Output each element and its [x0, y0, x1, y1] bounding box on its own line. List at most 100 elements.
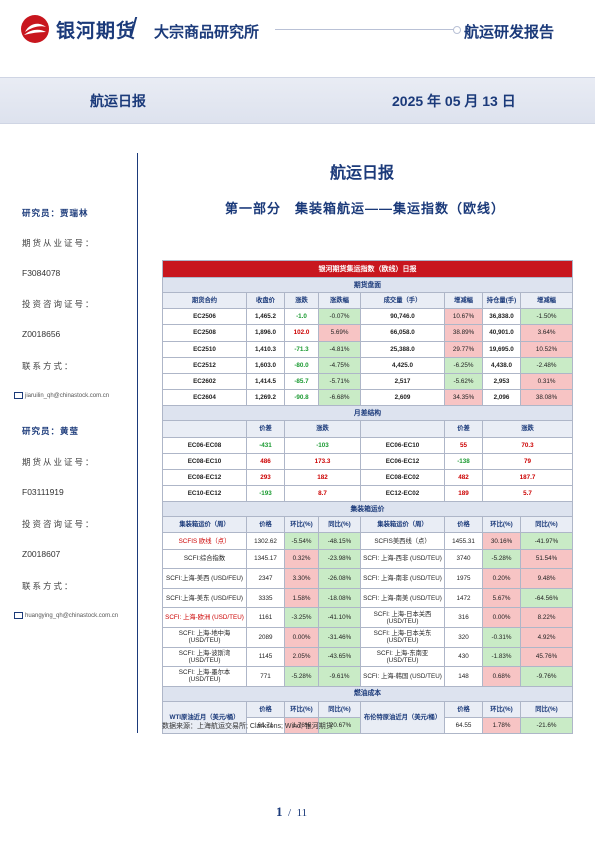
section-row: 燃油成本 — [162, 685, 573, 702]
table-cell: 0.32% — [284, 548, 319, 570]
table-cell: 173.3 — [284, 452, 361, 470]
spread-row: EC08-EC12 293 182 EC08-EC02 482 187.7 — [162, 468, 573, 487]
table-cell: -41.97% — [520, 532, 573, 550]
table-cell: -6.68% — [318, 389, 361, 407]
table-cell: SCFI: 上海-西非 (USD/TEU) — [360, 548, 445, 570]
freight-row: SCFI:上海-美东 (USD/FEU) 3335 1.58% -18.08% SCFI… — [162, 587, 573, 609]
table-cell: SCFI: 上海-日本关西 (USD/TEU) — [360, 607, 445, 628]
section-label: 集装箱运价 — [162, 501, 573, 518]
total-pages: 11 — [296, 807, 308, 819]
analyst2-invest-label: 投资咨询证号： — [22, 519, 96, 529]
table-cell: 34.35% — [444, 389, 483, 407]
table-cell: -1.0 — [284, 308, 319, 326]
table-cell: 1.78% — [284, 716, 319, 735]
header-row: 集装箱运价（周） 价格 环比(%) 同比(%) 集装箱运价（周） 价格 环比(%) 同比(%) — [162, 516, 573, 534]
table-cell: 2,609 — [360, 389, 445, 407]
table-cell: 40,901.0 — [482, 324, 521, 342]
analyst1-name: 研究员：贾瑞林 — [22, 208, 89, 218]
column-header: 价格 — [444, 516, 483, 534]
table-cell: 182 — [284, 468, 361, 487]
freight-row: SCFI: 上海-欧洲 (USD/TEU) 1161 -3.25% -41.10% SC… — [162, 607, 573, 628]
table-cell: SCFI: 上海-墨尔本 (USD/TEU) — [162, 666, 247, 687]
table-cell: -20.67% — [318, 716, 361, 735]
page-number: 1 / 11 — [276, 804, 308, 819]
table-cell: -103 — [284, 436, 361, 454]
table-title-row: 银河期货集运指数（欧线）日报 — [162, 260, 573, 278]
table-cell: 0.31% — [520, 372, 573, 391]
table-cell: 45.76% — [520, 646, 573, 668]
table-cell: EC08-EC02 — [360, 468, 445, 487]
brent-label: 布伦特原油近月（美元/桶） — [360, 700, 445, 735]
futures-row: EC2506 1,465.2 -1.0 -0.07% 90,746.0 10.67% 36,… — [162, 308, 573, 326]
section-row: 期货盘面 — [162, 277, 573, 293]
table-cell: 0.20% — [482, 568, 521, 589]
table-title: 银河期货集运指数（欧线）日报 — [162, 260, 573, 278]
table-cell: -431 — [246, 436, 285, 454]
table-cell: EC2508 — [162, 324, 247, 342]
analyst1-email-row[interactable]: jiaruilin_qh@chinastock.com.cn — [14, 392, 109, 399]
table-cell: 8.22% — [520, 607, 573, 628]
table-cell: 90,746.0 — [360, 308, 445, 326]
table-cell: -18.08% — [318, 587, 361, 609]
table-cell: -64.56% — [520, 587, 573, 609]
table-cell: 148 — [444, 666, 483, 687]
table-cell: 430 — [444, 646, 483, 668]
table-cell: 189 — [444, 485, 483, 503]
table-cell: 70.3 — [482, 436, 573, 454]
analyst2-email-row[interactable]: huangying_qh@chinastock.com.cn — [14, 612, 118, 619]
column-header: 持仓量(手) — [482, 291, 521, 310]
table-cell: 316 — [444, 607, 483, 628]
table-cell: -43.65% — [318, 646, 361, 668]
table-cell: 1455.31 — [444, 532, 483, 550]
table-cell: EC2604 — [162, 389, 247, 407]
blank-header — [360, 420, 445, 438]
spread-row: EC06-EC08 -431 -103 EC06-EC10 55 70.3 — [162, 436, 573, 454]
table-cell: -6.25% — [444, 356, 483, 374]
column-header: 同比(%) — [318, 516, 361, 534]
analyst1-email[interactable]: jiaruilin_qh@chinastock.com.cn — [25, 393, 110, 400]
table-cell: 1.58% — [284, 587, 319, 609]
table-cell: 10.52% — [520, 340, 573, 358]
table-cell: -9.61% — [318, 666, 361, 687]
freight-row: SCFI:上海-美西 (USD/FEU) 2347 3.30% -26.08% SCFI… — [162, 568, 573, 589]
table-cell: -48.15% — [318, 532, 361, 550]
column-header: 同比(%) — [520, 700, 573, 718]
table-cell: 2347 — [246, 568, 285, 589]
table-cell: 2,517 — [360, 372, 445, 391]
table-cell: 2.05% — [284, 646, 319, 668]
table-cell: 4,425.0 — [360, 356, 445, 374]
table-cell: 36,838.0 — [482, 308, 521, 326]
column-header: 价差 — [246, 420, 285, 438]
table-cell: 5.67% — [482, 587, 521, 609]
table-cell: 1,269.2 — [246, 389, 285, 407]
table-cell: EC08-EC12 — [162, 468, 247, 487]
table-cell: EC10-EC12 — [162, 485, 247, 503]
table-cell: 2089 — [246, 627, 285, 648]
table-cell: 30.16% — [482, 532, 521, 550]
column-header: 成交量（手） — [360, 291, 445, 310]
table-cell: 66,058.0 — [360, 324, 445, 342]
table-cell: SCFI: 上海-南美 (USD/TEU) — [360, 587, 445, 609]
table-cell: 1,410.3 — [246, 340, 285, 358]
table-cell: -5.54% — [284, 532, 319, 550]
spread-row: EC10-EC12 -193 8.7 EC12-EC02 189 5.7 — [162, 485, 573, 503]
analyst2-invest: Z0018607 — [22, 549, 61, 559]
table-cell: 9.48% — [520, 568, 573, 589]
table-cell: -0.31% — [482, 627, 521, 648]
table-cell: -0.07% — [318, 308, 361, 326]
current-page: 1 — [276, 804, 283, 819]
table-cell: 1,465.2 — [246, 308, 285, 326]
table-cell: EC2602 — [162, 372, 247, 391]
table-cell: -26.08% — [318, 568, 361, 589]
table-cell: -1.50% — [520, 308, 573, 326]
table-cell: 19,695.0 — [482, 340, 521, 358]
table-cell: 1345.17 — [246, 548, 285, 570]
table-cell: 0.68% — [482, 666, 521, 687]
futures-row: EC2602 1,414.5 -85.7 -5.71% 2,517 -5.62% 2,953… — [162, 372, 573, 391]
column-header: 涨跌 — [284, 420, 361, 438]
analyst2-email[interactable]: huangying_qh@chinastock.com.cn — [25, 613, 119, 620]
table-cell: SCFI: 上海-南非 (USD/TEU) — [360, 568, 445, 589]
column-header: 同比(%) — [318, 700, 361, 718]
column-header: 增减幅 — [444, 291, 483, 310]
table-cell: 3335 — [246, 587, 285, 609]
